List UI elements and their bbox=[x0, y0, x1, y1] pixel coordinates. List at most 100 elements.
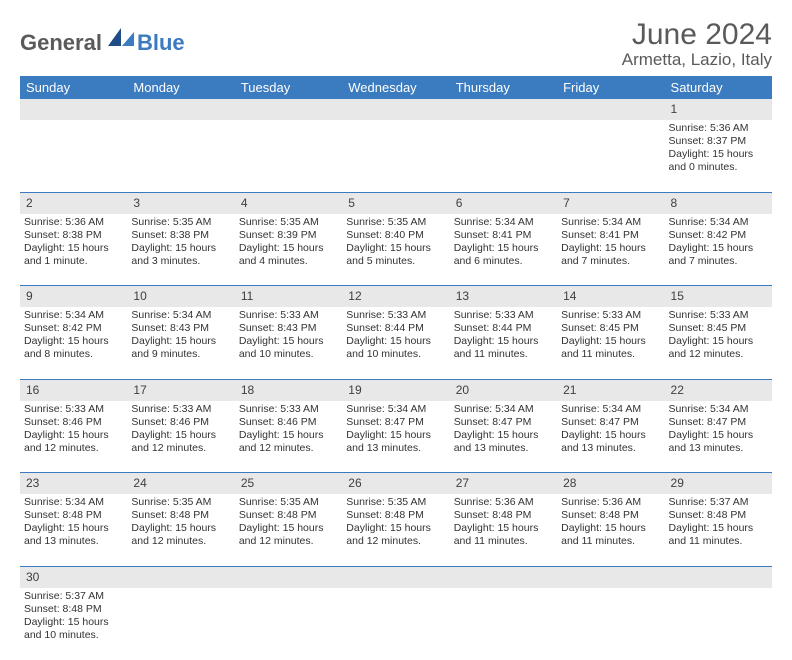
daylight-line-2: and 11 minutes. bbox=[454, 348, 553, 361]
date-number: 28 bbox=[563, 476, 576, 490]
sunrise-line: Sunrise: 5:36 AM bbox=[24, 216, 123, 229]
sunset-line: Sunset: 8:48 PM bbox=[24, 603, 123, 616]
week-row: Sunrise: 5:34 AMSunset: 8:42 PM Daylight:… bbox=[20, 307, 772, 379]
daylight-line-2: and 13 minutes. bbox=[24, 535, 123, 548]
day-cell: Sunrise: 5:36 AMSunset: 8:38 PMDaylight:… bbox=[20, 214, 127, 286]
date-cell bbox=[235, 566, 342, 588]
daylight-line-2: and 10 minutes. bbox=[346, 348, 445, 361]
weekday-header: Saturday bbox=[665, 76, 772, 99]
sunset-line: Sunset: 8:42 PM bbox=[24, 322, 123, 335]
date-cell bbox=[665, 566, 772, 588]
sunset-line: Sunset: 8:37 PM bbox=[669, 135, 768, 148]
sunrise-line: Sunrise: 5:34 AM bbox=[454, 403, 553, 416]
sunset-line: Sunset: 8:48 PM bbox=[131, 509, 230, 522]
daylight-line-1: Daylight: 15 hours bbox=[669, 242, 768, 255]
date-cell bbox=[127, 566, 234, 588]
daylight-line-2: and 12 minutes. bbox=[239, 535, 338, 548]
sunset-line: Sunset: 8:48 PM bbox=[561, 509, 660, 522]
day-cell: Sunrise: 5:33 AMSunset: 8:45 PMDaylight:… bbox=[557, 307, 664, 379]
date-number: 2 bbox=[26, 196, 33, 210]
sunset-line: Sunset: 8:47 PM bbox=[346, 416, 445, 429]
daylight-line-2: and 7 minutes. bbox=[669, 255, 768, 268]
daylight-line-1: Daylight: 15 hours bbox=[346, 522, 445, 535]
day-cell bbox=[342, 588, 449, 660]
daylight-line-2: and 10 minutes. bbox=[239, 348, 338, 361]
date-number: 4 bbox=[241, 196, 248, 210]
sunrise-line: Sunrise: 5:34 AM bbox=[346, 403, 445, 416]
daylight-line-1: Daylight: 15 hours bbox=[239, 335, 338, 348]
date-number: 18 bbox=[241, 383, 254, 397]
date-cell: 26 bbox=[342, 473, 449, 495]
daylight-line-2: and 4 minutes. bbox=[239, 255, 338, 268]
date-row: 30 bbox=[20, 566, 772, 588]
sunset-line: Sunset: 8:48 PM bbox=[669, 509, 768, 522]
day-cell: Sunrise: 5:36 AMSunset: 8:37 PMDaylight:… bbox=[665, 120, 772, 192]
date-cell bbox=[20, 99, 127, 120]
date-cell: 24 bbox=[127, 473, 234, 495]
sunset-line: Sunset: 8:48 PM bbox=[454, 509, 553, 522]
date-number: 9 bbox=[26, 289, 33, 303]
daylight-line-2: and 6 minutes. bbox=[454, 255, 553, 268]
daylight-line-2: and 11 minutes. bbox=[561, 535, 660, 548]
date-number: 19 bbox=[348, 383, 361, 397]
sunrise-line: Sunrise: 5:36 AM bbox=[669, 122, 768, 135]
daylight-line-1: Daylight: 15 hours bbox=[131, 242, 230, 255]
sunset-line: Sunset: 8:45 PM bbox=[669, 322, 768, 335]
date-cell: 6 bbox=[450, 192, 557, 214]
sunrise-line: Sunrise: 5:35 AM bbox=[346, 216, 445, 229]
date-number: 7 bbox=[563, 196, 570, 210]
day-cell: Sunrise: 5:37 AMSunset: 8:48 PMDaylight:… bbox=[665, 494, 772, 566]
weekday-header: Wednesday bbox=[342, 76, 449, 99]
sunrise-line: Sunrise: 5:35 AM bbox=[131, 216, 230, 229]
sunrise-line: Sunrise: 5:37 AM bbox=[24, 590, 123, 603]
day-cell: Sunrise: 5:35 AMSunset: 8:38 PMDaylight:… bbox=[127, 214, 234, 286]
sunset-line: Sunset: 8:42 PM bbox=[669, 229, 768, 242]
daylight-line-2: and 7 minutes. bbox=[561, 255, 660, 268]
sunrise-line: Sunrise: 5:33 AM bbox=[454, 309, 553, 322]
daylight-line-1: Daylight: 15 hours bbox=[346, 242, 445, 255]
date-number: 10 bbox=[133, 289, 146, 303]
date-cell: 5 bbox=[342, 192, 449, 214]
sunset-line: Sunset: 8:44 PM bbox=[454, 322, 553, 335]
date-number: 3 bbox=[133, 196, 140, 210]
sunset-line: Sunset: 8:46 PM bbox=[239, 416, 338, 429]
calendar-table: Sunday Monday Tuesday Wednesday Thursday… bbox=[20, 76, 772, 660]
sunrise-line: Sunrise: 5:34 AM bbox=[24, 309, 123, 322]
daylight-line-1: Daylight: 15 hours bbox=[239, 522, 338, 535]
daylight-line-2: and 13 minutes. bbox=[346, 442, 445, 455]
daylight-line-1: Daylight: 15 hours bbox=[454, 335, 553, 348]
day-cell: Sunrise: 5:34 AMSunset: 8:48 PMDaylight:… bbox=[20, 494, 127, 566]
day-cell: Sunrise: 5:35 AMSunset: 8:48 PMDaylight:… bbox=[235, 494, 342, 566]
date-cell: 20 bbox=[450, 379, 557, 401]
date-cell: 3 bbox=[127, 192, 234, 214]
day-cell bbox=[235, 588, 342, 660]
day-cell: Sunrise: 5:34 AMSunset: 8:47 PMDaylight:… bbox=[342, 401, 449, 473]
date-row: 9101112131415 bbox=[20, 286, 772, 308]
date-number: 26 bbox=[348, 476, 361, 490]
daylight-line-2: and 11 minutes. bbox=[669, 535, 768, 548]
sunset-line: Sunset: 8:46 PM bbox=[24, 416, 123, 429]
day-cell: Sunrise: 5:34 AMSunset: 8:47 PMDaylight:… bbox=[557, 401, 664, 473]
weekday-header: Friday bbox=[557, 76, 664, 99]
day-cell: Sunrise: 5:33 AMSunset: 8:44 PMDaylight:… bbox=[450, 307, 557, 379]
daylight-line-1: Daylight: 15 hours bbox=[24, 522, 123, 535]
date-cell: 9 bbox=[20, 286, 127, 308]
day-cell: Sunrise: 5:36 AMSunset: 8:48 PMDaylight:… bbox=[450, 494, 557, 566]
daylight-line-2: and 13 minutes. bbox=[454, 442, 553, 455]
daylight-line-2: and 3 minutes. bbox=[131, 255, 230, 268]
day-cell bbox=[450, 120, 557, 192]
date-row: 16171819202122 bbox=[20, 379, 772, 401]
sunset-line: Sunset: 8:47 PM bbox=[561, 416, 660, 429]
sunrise-line: Sunrise: 5:33 AM bbox=[131, 403, 230, 416]
date-cell: 14 bbox=[557, 286, 664, 308]
calendar-body: 1Sunrise: 5:36 AMSunset: 8:37 PMDaylight… bbox=[20, 99, 772, 660]
daylight-line-2: and 9 minutes. bbox=[131, 348, 230, 361]
date-number: 25 bbox=[241, 476, 254, 490]
date-cell: 18 bbox=[235, 379, 342, 401]
weekday-header-row: Sunday Monday Tuesday Wednesday Thursday… bbox=[20, 76, 772, 99]
sunrise-line: Sunrise: 5:36 AM bbox=[561, 496, 660, 509]
date-number: 8 bbox=[671, 196, 678, 210]
date-number: 29 bbox=[671, 476, 684, 490]
sunrise-line: Sunrise: 5:34 AM bbox=[669, 216, 768, 229]
sunrise-line: Sunrise: 5:34 AM bbox=[561, 403, 660, 416]
